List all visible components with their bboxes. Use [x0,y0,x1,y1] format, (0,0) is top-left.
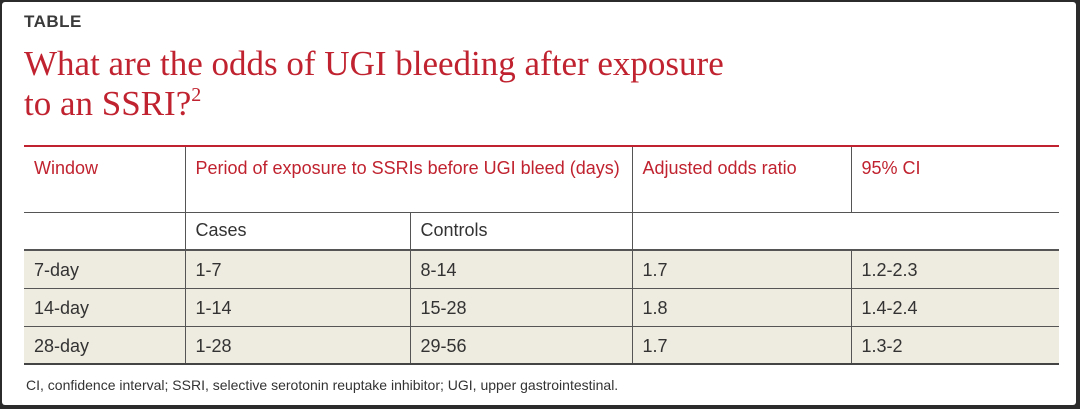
table-label: TABLE [24,12,82,31]
cell-odds: 1.8 [631,288,851,327]
title-text: What are the odds of UGI bleeding after … [24,44,724,123]
cell-window: 7-day [24,250,185,289]
title-reference: 2 [191,84,202,106]
header-odds-ratio: Adjusted odds ratio [631,145,851,213]
cell-ci: 1.3-2 [850,326,1059,365]
cell-cases: 1-28 [184,326,410,365]
table-body: 7-day 1-7 8-14 1.7 1.2-2.3 14-day 1-14 15-28 1.8… [24,250,1059,365]
cell-window: 28-day [24,326,185,365]
table-footnote: CI, confidence interval; SSRI, selective… [26,377,619,393]
header-row: Window Period of exposure to SSRIs befor… [24,145,1059,213]
header-period: Period of exposure to SSRIs before UGI b… [184,145,632,213]
cell-cases: 1-14 [184,288,410,327]
table-row: 28-day 1-28 29-56 1.7 1.3-2 [24,326,1059,365]
subheader-row: Cases Controls [24,212,1059,251]
odds-table: Window Period of exposure to SSRIs befor… [24,145,1059,365]
table-card: TABLE What are the odds of UGI bleeding … [2,2,1076,405]
cell-odds: 1.7 [631,326,851,365]
cell-controls: 15-28 [409,288,632,327]
cell-ci: 1.2-2.3 [850,250,1059,289]
table-title: What are the odds of UGI bleeding after … [24,44,724,124]
cell-ci: 1.4-2.4 [850,288,1059,327]
subheader-controls: Controls [409,212,632,251]
header-ci: 95% CI [850,145,1059,213]
cell-odds: 1.7 [631,250,851,289]
cell-controls: 8-14 [409,250,632,289]
table-row: 7-day 1-7 8-14 1.7 1.2-2.3 [24,250,1059,289]
table-row: 14-day 1-14 15-28 1.8 1.4-2.4 [24,288,1059,327]
subheader-empty-right [631,212,1059,251]
cell-controls: 29-56 [409,326,632,365]
cell-window: 14-day [24,288,185,327]
cell-cases: 1-7 [184,250,410,289]
header-window: Window [24,145,185,213]
subheader-empty [24,212,185,251]
subheader-cases: Cases [184,212,410,251]
